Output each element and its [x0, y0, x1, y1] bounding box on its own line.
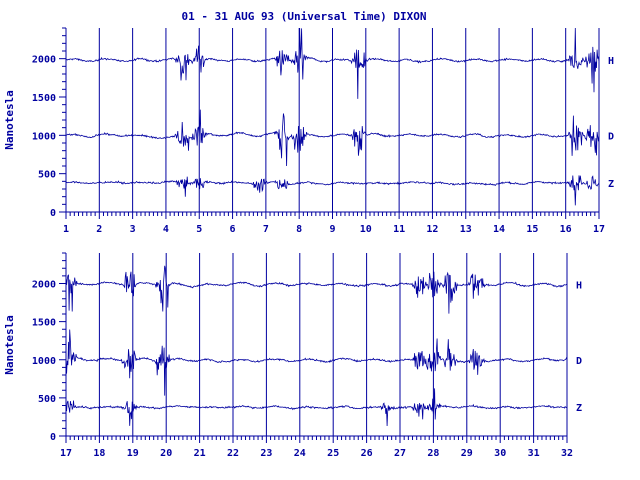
x-tick-label: 7: [263, 224, 269, 235]
x-tick-label: 18: [93, 448, 105, 459]
series-z-label: Z: [608, 179, 614, 190]
y-tick-label: 500: [38, 394, 56, 405]
panels-group: 1 2 3 4 5 6 7 8 9 10 11 12 13 14 15 16 17050010001500200…: [3, 27, 614, 459]
series-h-label: H: [608, 56, 614, 67]
x-tick-label: 24: [294, 448, 306, 459]
x-tick-label: 2: [96, 224, 102, 235]
x-tick-label: 29: [461, 448, 473, 459]
x-tick-label: 25: [327, 448, 339, 459]
chart-title: 01 - 31 AUG 93 (Universal Time) DIXON: [181, 10, 426, 23]
x-tick-label: 13: [460, 224, 472, 235]
y-axis-label: Nanotesla: [3, 315, 16, 375]
x-tick-label: 10: [360, 224, 372, 235]
x-tick-label: 26: [361, 448, 373, 459]
y-tick-label: 2000: [32, 280, 56, 291]
x-tick-label: 11: [393, 224, 405, 235]
x-tick-label: 5: [196, 224, 202, 235]
x-tick-label: 8: [296, 224, 302, 235]
panel-bottom: 17 18 19 20 21 22 23 24 25 26 27 28 29 30 31 32 0 500 1000…: [3, 252, 582, 459]
x-tick-label: 16: [560, 224, 572, 235]
series-z-label: Z: [576, 403, 582, 414]
x-tick-label: 17: [593, 224, 605, 235]
x-tick-label: 1: [63, 224, 69, 235]
y-axis-label: Nanotesla: [3, 90, 16, 150]
x-tick-label: 20: [160, 448, 172, 459]
series-d-label: D: [576, 356, 582, 367]
y-tick-label: 1500: [32, 318, 56, 329]
y-tick-label: 1000: [32, 356, 56, 367]
series-d-label: D: [608, 131, 614, 142]
y-tick-label: 500: [38, 170, 56, 181]
x-tick-label: 4: [163, 224, 169, 235]
x-tick-label: 12: [426, 224, 438, 235]
y-tick-label: 2000: [32, 55, 56, 66]
x-tick-label: 23: [260, 448, 272, 459]
series-h-label: H: [576, 280, 582, 291]
series-h-trace: [65, 265, 568, 314]
x-tick-label: 27: [394, 448, 406, 459]
series-d-trace: [65, 109, 600, 167]
series-h-trace: [65, 27, 600, 99]
x-tick-label: 31: [528, 448, 540, 459]
x-tick-label: 3: [130, 224, 136, 235]
series-z-trace: [65, 388, 568, 427]
y-tick-label: 1500: [32, 93, 56, 104]
x-tick-label: 22: [227, 448, 239, 459]
x-tick-label: 32: [561, 448, 573, 459]
x-tick-label: 14: [493, 224, 505, 235]
x-tick-label: 15: [526, 224, 538, 235]
y-tick-label: 1000: [32, 131, 56, 142]
x-tick-label: 30: [494, 448, 506, 459]
series-d-trace: [65, 329, 568, 396]
x-tick-label: 17: [60, 448, 72, 459]
x-tick-label: 9: [329, 224, 335, 235]
y-tick-label: 0: [50, 432, 56, 443]
panel-top: 1 2 3 4 5 6 7 8 9 10 11 12 13 14 15 16 17050010001500200…: [3, 27, 614, 235]
x-tick-label: 6: [230, 224, 236, 235]
x-tick-label: 21: [194, 448, 206, 459]
y-tick-label: 0: [50, 208, 56, 219]
x-tick-label: 28: [427, 448, 439, 459]
x-tick-label: 19: [127, 448, 139, 459]
series-z-trace: [65, 175, 600, 206]
